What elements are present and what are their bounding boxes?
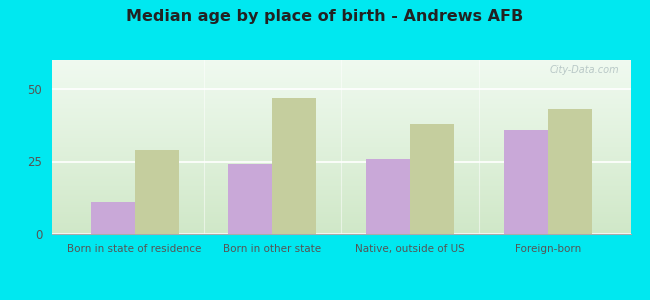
Bar — [228, 164, 272, 234]
Bar — [410, 124, 454, 234]
Bar — [90, 202, 135, 234]
Bar — [135, 150, 179, 234]
Text: City-Data.com: City-Data.com — [549, 65, 619, 75]
Bar — [272, 98, 317, 234]
Text: Median age by place of birth - Andrews AFB: Median age by place of birth - Andrews A… — [126, 9, 524, 24]
Bar — [504, 130, 548, 234]
Bar — [366, 159, 410, 234]
Bar — [548, 109, 592, 234]
